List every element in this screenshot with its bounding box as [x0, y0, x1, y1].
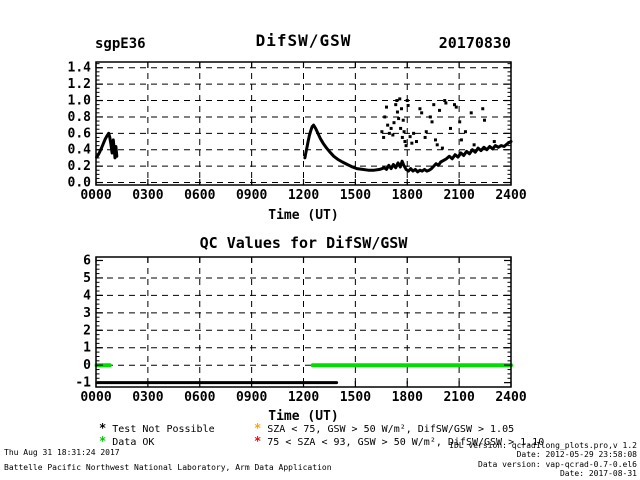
site-label: sgpE36 — [95, 36, 146, 52]
qc-values-chart: 0000 0300 0600 0900 1200 1500 1800 2100 2400 -1 0 1… — [75, 253, 526, 405]
data-date-line: Date: 2017-08-31 — [559, 469, 637, 479]
svg-text:0300: 0300 — [132, 390, 163, 405]
svg-text:2400: 2400 — [495, 188, 526, 203]
asterisk-icon: * — [254, 421, 262, 435]
ratio-scatter-high — [380, 97, 496, 150]
time-axis-label-qc: Time (UT) — [268, 409, 339, 424]
svg-text:1800: 1800 — [392, 188, 423, 203]
legend-label: Test Not Possible — [112, 424, 215, 435]
svg-text:1.4: 1.4 — [68, 61, 92, 76]
legend-item-data-ok: * Data OK — [99, 434, 154, 448]
svg-text:1500: 1500 — [340, 390, 371, 405]
svg-text:2100: 2100 — [443, 390, 474, 405]
svg-text:2400: 2400 — [495, 390, 526, 405]
legend-item-test-not-possible: * Test Not Possible — [99, 421, 215, 435]
difsw-gsw-axes: 0000 0300 0600 0900 1200 1500 1800 2100 2400 0.0 0… — [68, 61, 527, 203]
svg-text:0000: 0000 — [80, 188, 111, 203]
ratio-evening — [95, 131, 119, 160]
svg-text:1800: 1800 — [392, 390, 423, 405]
data-version-line: Data version: vap-qcrad-0.7-0.el6 — [478, 459, 637, 469]
qc-values-axes: 0000 0300 0600 0900 1200 1500 1800 2100 2400 -1 0 1… — [75, 253, 526, 405]
time-axis-label-top: Time (UT) — [268, 208, 339, 223]
plot-title: DifSW/GSW — [255, 31, 352, 50]
qc-values-gridlines — [96, 257, 511, 387]
svg-text:6: 6 — [83, 253, 91, 268]
svg-text:0000: 0000 — [80, 390, 111, 405]
idl-date-line: Date: 2012-05-29 23:58:08 — [516, 450, 637, 460]
svg-text:1200: 1200 — [288, 188, 319, 203]
legend-item-sza-lt-75: * SZA < 75, GSW > 50 W/m², DifSW/GSW > 1… — [254, 421, 514, 435]
svg-text:0.0: 0.0 — [68, 176, 92, 191]
asterisk-icon: * — [99, 434, 107, 448]
svg-text:5: 5 — [83, 271, 91, 286]
organization-credit: Battelle Pacific Northwest National Labo… — [4, 463, 332, 472]
difsw-gsw-chart: 0000 0300 0600 0900 1200 1500 1800 2100 2400 0.0 0… — [68, 61, 527, 203]
svg-text:1.0: 1.0 — [68, 94, 92, 109]
svg-text:0.8: 0.8 — [68, 110, 92, 125]
svg-text:0900: 0900 — [236, 188, 267, 203]
svg-text:2: 2 — [83, 323, 91, 338]
svg-text:0.4: 0.4 — [68, 143, 92, 158]
idl-version-line: IDL version: qcrad1long_plots.pro,v 1.2 — [449, 441, 637, 450]
svg-text:0.6: 0.6 — [68, 126, 92, 141]
qc-plot-title: QC Values for DifSW/GSW — [199, 234, 408, 252]
asterisk-icon: * — [99, 421, 107, 435]
plot-date: 20170830 — [438, 34, 511, 52]
svg-text:1.2: 1.2 — [68, 77, 91, 92]
svg-text:-1: -1 — [75, 376, 91, 391]
legend-item-sza-75-93: * 75 < SZA < 93, GSW > 50 W/m², DifSW/GS… — [254, 434, 544, 448]
svg-text:1500: 1500 — [340, 188, 371, 203]
svg-text:3: 3 — [83, 306, 91, 321]
version-info: IDL version: qcrad1long_plots.pro,v 1.2 … — [300, 441, 637, 479]
legend-label: SZA < 75, GSW > 50 W/m², DifSW/GSW > 1.0… — [267, 424, 515, 435]
svg-text:4: 4 — [83, 288, 91, 303]
svg-text:0300: 0300 — [132, 188, 163, 203]
svg-text:0600: 0600 — [184, 188, 215, 203]
generated-timestamp: Thu Aug 31 18:31:24 2017 — [4, 448, 120, 457]
svg-text:0600: 0600 — [184, 390, 215, 405]
svg-text:1: 1 — [83, 341, 91, 356]
svg-text:2100: 2100 — [443, 188, 474, 203]
legend-label: Data OK — [112, 437, 155, 448]
svg-text:0900: 0900 — [236, 390, 267, 405]
asterisk-icon: * — [254, 434, 262, 448]
legend-label: 75 < SZA < 93, GSW > 50 W/m², DifSW/GSW … — [267, 437, 545, 448]
difsw-gsw-gridlines — [96, 62, 511, 185]
svg-text:0: 0 — [83, 358, 91, 373]
svg-text:0.2: 0.2 — [68, 159, 91, 174]
ratio-daytime — [303, 123, 513, 174]
svg-text:1200: 1200 — [288, 390, 319, 405]
